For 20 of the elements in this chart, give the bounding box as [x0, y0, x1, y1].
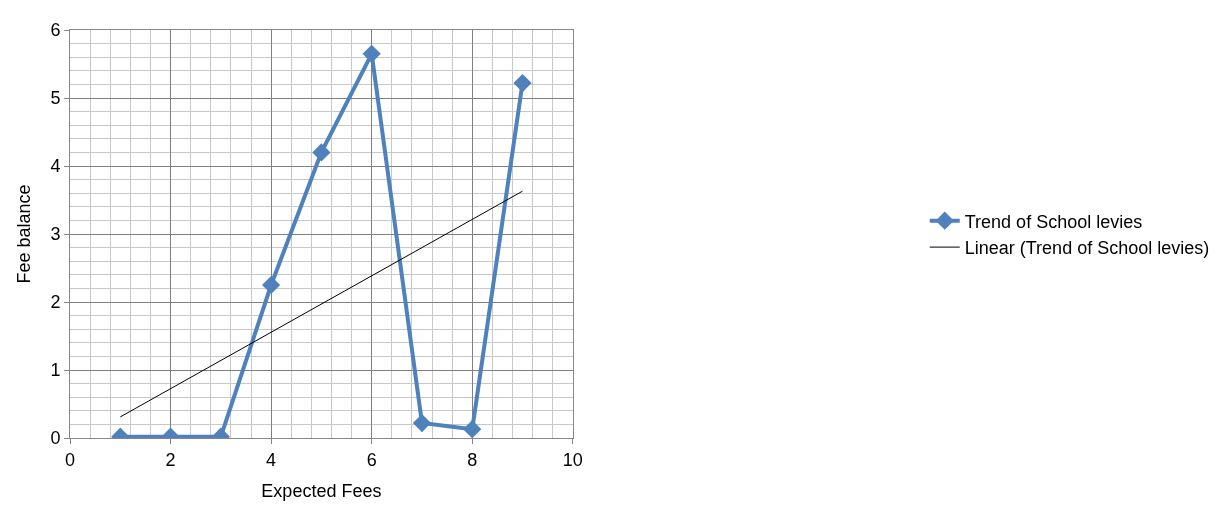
y-axis-title: Fee balance [13, 184, 34, 284]
x-tick-label: 8 [467, 449, 478, 470]
y-tick-label: 3 [50, 224, 61, 245]
y-tick-label: 0 [50, 428, 61, 449]
x-tick-label: 6 [366, 449, 377, 470]
point [513, 73, 532, 93]
x-tick-label: 4 [266, 449, 277, 470]
y-tick-label: 1 [50, 360, 61, 381]
y-tick-label: 4 [50, 156, 61, 177]
y-tick-label: 6 [50, 20, 61, 41]
x-tick-label: 0 [64, 449, 76, 470]
y-tick-label: 2 [50, 292, 61, 313]
point [362, 44, 381, 63]
point [312, 143, 331, 162]
legend-label: Linear (Trend of School levies) [964, 238, 1210, 259]
x-tick-label: 10 [562, 449, 583, 470]
legend-label: Trend of School levies [964, 211, 1143, 232]
y-tick-label: 5 [50, 88, 61, 109]
x-tick-label: 2 [165, 449, 176, 470]
x-axis-title: Expected Fees [261, 480, 382, 501]
